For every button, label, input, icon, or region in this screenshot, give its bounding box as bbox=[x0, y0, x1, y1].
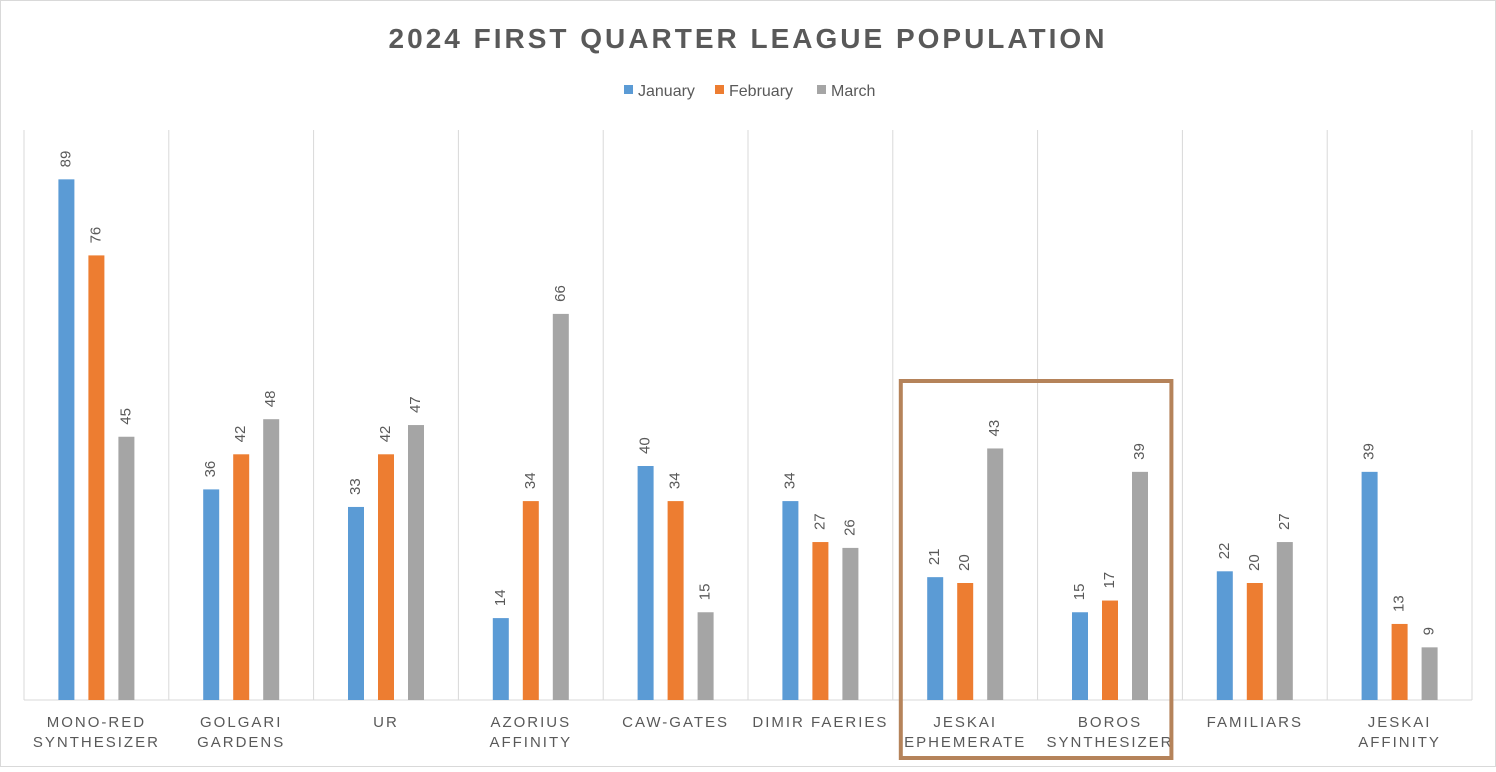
bar-february bbox=[957, 583, 974, 700]
data-label: 36 bbox=[202, 461, 219, 478]
legend-item-february: February bbox=[715, 83, 793, 100]
x-tick-label: FAMILIARS bbox=[1207, 714, 1303, 731]
data-label: 39 bbox=[1131, 443, 1148, 460]
x-tick-label: CAW-GATES bbox=[622, 714, 729, 731]
bar-february bbox=[812, 542, 829, 700]
bar-january bbox=[1361, 471, 1378, 700]
bar-march bbox=[987, 448, 1004, 700]
highlight-box bbox=[898, 379, 1174, 760]
legend-swatch bbox=[817, 85, 826, 94]
bar-february bbox=[233, 454, 250, 700]
data-labels: 89 76 45 36 42 48 33 42 47 14 34 66 40 34 15 34 27 26 21 20… bbox=[57, 151, 1437, 636]
data-label: 33 bbox=[347, 478, 364, 495]
data-label: 27 bbox=[811, 513, 828, 530]
data-label: 15 bbox=[1071, 584, 1088, 601]
x-tick-label: SYNTHESIZER bbox=[1046, 734, 1173, 751]
legend-label: February bbox=[729, 83, 793, 100]
data-label: 34 bbox=[781, 472, 798, 489]
data-label: 76 bbox=[87, 227, 104, 244]
data-label: 14 bbox=[492, 589, 509, 606]
x-tick-label: BOROS bbox=[1078, 714, 1142, 731]
x-tick-label: SYNTHESIZER bbox=[33, 734, 160, 751]
data-label: 66 bbox=[552, 285, 569, 302]
legend-swatch bbox=[715, 85, 724, 94]
x-tick-label: DIMIR FAERIES bbox=[752, 714, 888, 731]
legend: January February March bbox=[624, 83, 875, 100]
data-label: 47 bbox=[407, 396, 424, 413]
bar-february bbox=[1102, 600, 1118, 700]
legend-item-january: January bbox=[624, 83, 695, 100]
legend-swatch bbox=[624, 85, 633, 94]
bar-march bbox=[697, 612, 714, 700]
data-label: 40 bbox=[637, 437, 654, 454]
bar-february bbox=[1246, 583, 1263, 700]
bar-march bbox=[1421, 647, 1438, 700]
data-label: 42 bbox=[232, 426, 249, 443]
data-label: 17 bbox=[1101, 572, 1118, 589]
bar-march bbox=[552, 313, 569, 700]
data-label: 43 bbox=[986, 420, 1003, 437]
legend-item-march: March bbox=[817, 83, 875, 100]
bars bbox=[58, 179, 1438, 701]
data-label: 42 bbox=[377, 426, 394, 443]
data-label: 9 bbox=[1421, 627, 1438, 635]
data-label: 13 bbox=[1391, 595, 1408, 612]
bar-february bbox=[667, 501, 684, 700]
bar-february bbox=[378, 454, 394, 700]
bar-january bbox=[782, 501, 799, 700]
bar-march bbox=[1132, 471, 1148, 700]
x-tick-label: GARDENS bbox=[197, 734, 285, 751]
bar-january bbox=[348, 506, 364, 700]
x-tick-label: AFFINITY bbox=[489, 734, 572, 751]
x-tick-label: MONO-RED bbox=[47, 714, 146, 731]
bar-march bbox=[1276, 542, 1293, 700]
data-label: 48 bbox=[262, 391, 279, 408]
bar-january bbox=[637, 466, 654, 700]
data-label: 21 bbox=[926, 548, 943, 565]
x-tick-label: EPHEMERATE bbox=[904, 734, 1026, 751]
bar-march bbox=[118, 436, 135, 700]
bar-january bbox=[1216, 571, 1233, 700]
bar-february bbox=[88, 255, 105, 700]
x-axis-tick-labels: MONO-RED SYNTHESIZER GOLGARI GARDENS UR AZORI… bbox=[33, 714, 1441, 751]
data-label: 26 bbox=[841, 519, 858, 536]
bar-january bbox=[58, 179, 75, 701]
x-tick-label: AZORIUS bbox=[490, 714, 571, 731]
data-label: 45 bbox=[117, 408, 134, 425]
bar-march bbox=[842, 547, 859, 700]
x-tick-label: GOLGARI bbox=[200, 714, 282, 731]
bar-january bbox=[927, 577, 944, 700]
bar-february bbox=[1391, 623, 1408, 700]
legend-label: March bbox=[831, 83, 875, 100]
data-label: 27 bbox=[1276, 513, 1293, 530]
x-tick-label: JESKAI bbox=[1368, 714, 1432, 731]
data-label: 34 bbox=[522, 472, 539, 489]
x-tick-label: JESKAI bbox=[933, 714, 997, 731]
chart-title: 2024 FIRST QUARTER LEAGUE POPULATION bbox=[389, 23, 1108, 54]
bar-january bbox=[492, 618, 509, 700]
data-label: 20 bbox=[1246, 554, 1263, 571]
bar-march bbox=[408, 425, 424, 700]
data-label: 22 bbox=[1216, 543, 1233, 560]
data-label: 89 bbox=[57, 151, 74, 168]
data-label: 39 bbox=[1361, 443, 1378, 460]
bar-march bbox=[263, 419, 280, 700]
bar-february bbox=[522, 501, 539, 700]
legend-label: January bbox=[638, 83, 695, 100]
data-label: 15 bbox=[697, 584, 714, 601]
x-tick-label: UR bbox=[373, 714, 399, 731]
data-label: 20 bbox=[956, 554, 973, 571]
data-label: 34 bbox=[667, 472, 684, 489]
bar-january bbox=[203, 489, 220, 700]
highlight-layer bbox=[898, 379, 1174, 760]
x-tick-label: AFFINITY bbox=[1358, 734, 1441, 751]
bar-january bbox=[1072, 612, 1088, 700]
